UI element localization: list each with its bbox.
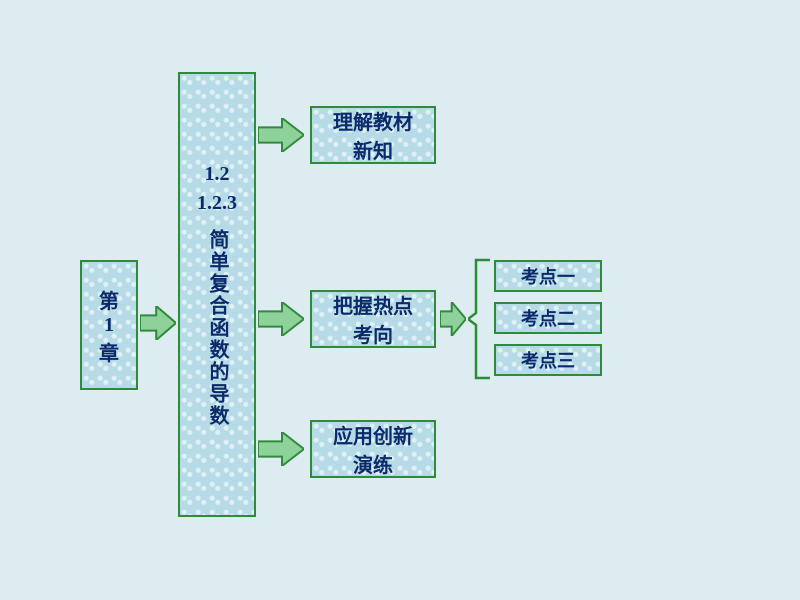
box-section-top: 1.21.2.3 bbox=[197, 163, 237, 215]
arrow-chapter-section bbox=[140, 306, 176, 340]
box-section-inner: 1.21.2.3 简单复合函数的导数 bbox=[180, 74, 254, 515]
box-k3[interactable]: 考点三 bbox=[494, 344, 602, 376]
box-apply-label: 应用创新演练 bbox=[312, 422, 434, 476]
box-grasp-label: 把握热点考向 bbox=[312, 292, 434, 346]
arrow-section-b3 bbox=[258, 432, 304, 466]
bracket-kaodian bbox=[468, 258, 490, 380]
box-chapter[interactable]: 第1章 bbox=[80, 260, 138, 390]
box-apply[interactable]: 应用创新演练 bbox=[310, 420, 436, 478]
arrow-section-b2 bbox=[258, 302, 304, 336]
box-k1[interactable]: 考点一 bbox=[494, 260, 602, 292]
box-k3-label: 考点三 bbox=[496, 346, 600, 374]
box-understand-label: 理解教材新知 bbox=[312, 108, 434, 162]
arrow-section-b1 bbox=[258, 118, 304, 152]
box-k2[interactable]: 考点二 bbox=[494, 302, 602, 334]
box-k2-label: 考点二 bbox=[496, 304, 600, 332]
arrow-b2-bracket bbox=[440, 302, 466, 336]
box-section[interactable]: 1.21.2.3 简单复合函数的导数 bbox=[178, 72, 256, 517]
box-understand[interactable]: 理解教材新知 bbox=[310, 106, 436, 164]
box-chapter-label: 第1章 bbox=[82, 262, 136, 388]
box-section-vertical: 简单复合函数的导数 bbox=[203, 229, 231, 427]
box-k1-label: 考点一 bbox=[496, 262, 600, 290]
box-grasp[interactable]: 把握热点考向 bbox=[310, 290, 436, 348]
